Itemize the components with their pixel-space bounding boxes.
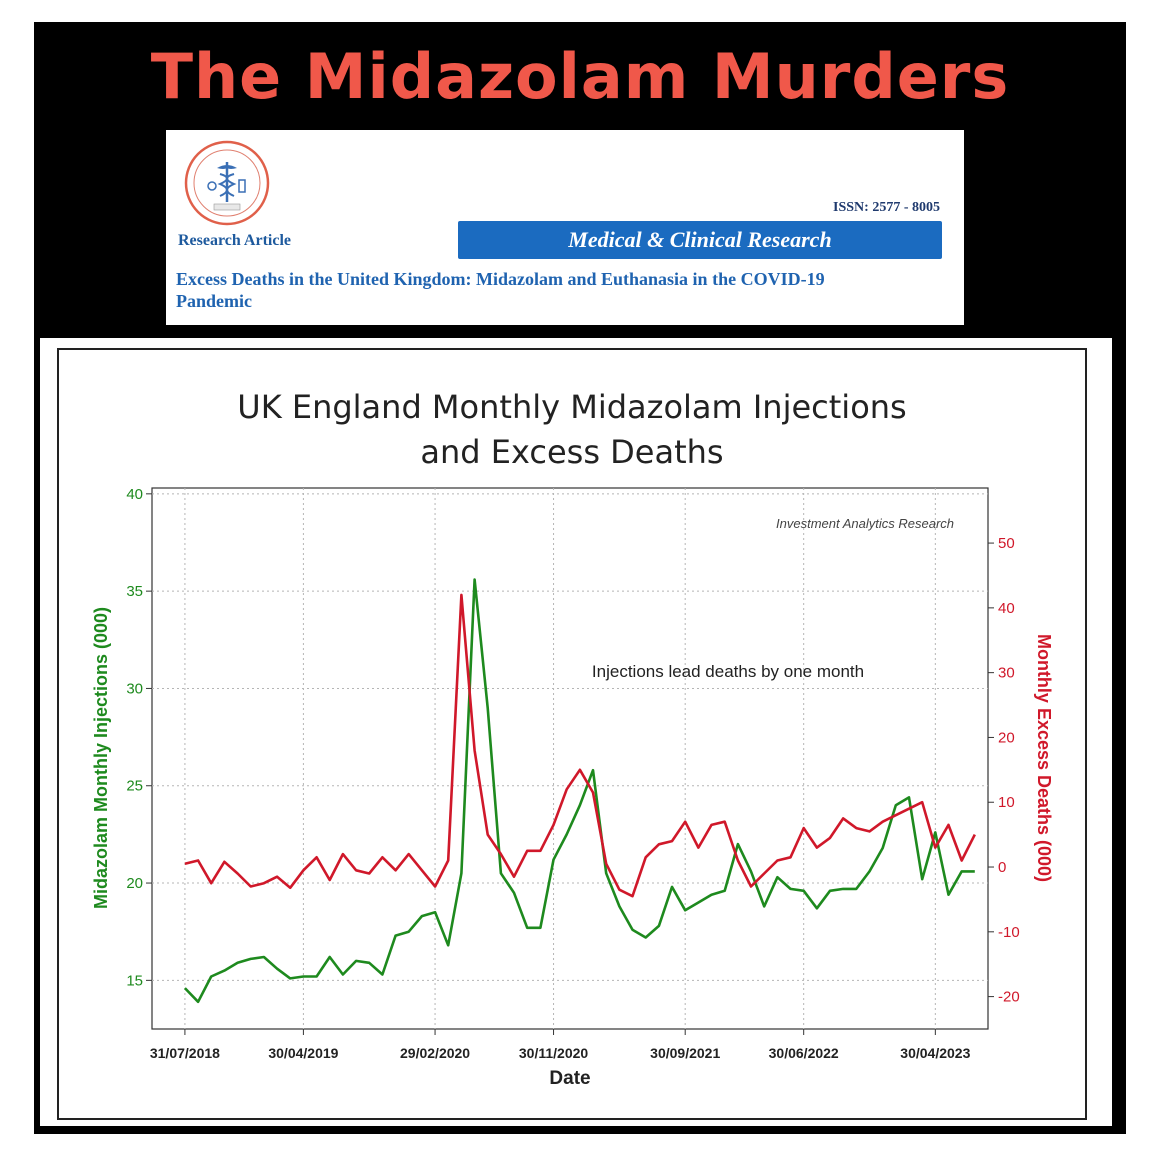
journal-banner: Medical & Clinical Research xyxy=(458,221,942,259)
chart-border xyxy=(57,348,1087,1120)
article-type-label: Research Article xyxy=(178,232,291,249)
series-lines xyxy=(183,578,976,1004)
x-tick-label: 30/09/2021 xyxy=(650,1045,720,1061)
y-axis-left-label: Midazolam Monthly Injections (000) xyxy=(91,607,111,909)
article-title-line-1: Excess Deaths in the United Kingdom: Mid… xyxy=(176,269,825,289)
article-title-line-2: Pandemic xyxy=(176,291,252,311)
x-tick-label: 31/07/2018 xyxy=(150,1045,220,1061)
x-tick-label: 30/06/2022 xyxy=(769,1045,839,1061)
y-left-tick-label: 20 xyxy=(126,875,143,892)
y-left-tick-label: 35 xyxy=(126,583,143,600)
axes: 31/07/2018 30/04/2019 29/02/2020 30/11/2020… xyxy=(126,486,1019,1061)
chart-annotation: Injections lead deaths by one month xyxy=(592,662,864,681)
y-right-tick-label: 20 xyxy=(998,729,1015,746)
chart-title-line-1: UK England Monthly Midazolam Injections xyxy=(237,388,906,426)
y-left-tick-label: 40 xyxy=(126,486,143,503)
grid-lines xyxy=(152,488,988,1029)
paper-header-card: Research Article ISSN: 2577 - 8005 Medic… xyxy=(166,130,964,325)
y-right-tick-label: -20 xyxy=(998,989,1020,1006)
y-left-tick-label: 30 xyxy=(126,680,143,697)
caduceus-seal-icon xyxy=(184,140,270,226)
y-right-tick-label: 40 xyxy=(998,600,1015,617)
y-right-tick-label: 30 xyxy=(998,665,1015,682)
x-tick-label: 29/02/2020 xyxy=(400,1045,470,1061)
x-axis-label: Date xyxy=(549,1068,590,1089)
issn-label: ISSN: 2577 - 8005 xyxy=(833,200,940,215)
y-axis-right-label: Monthly Excess Deaths (000) xyxy=(1034,634,1054,882)
x-tick-label: 30/04/2019 xyxy=(268,1045,338,1061)
headline: The Midazolam Murders xyxy=(150,39,1010,113)
x-tick-label: 30/11/2020 xyxy=(519,1045,589,1061)
y-left-tick-label: 15 xyxy=(126,972,143,989)
source-note: Investment Analytics Research xyxy=(776,516,954,531)
y-right-tick-label: 50 xyxy=(998,535,1015,552)
plot-area xyxy=(151,487,989,1030)
y-left-tick-label: 25 xyxy=(126,778,143,795)
excess-deaths-series-line xyxy=(184,593,976,898)
injections-series-line xyxy=(183,578,975,1004)
y-right-tick-label: 10 xyxy=(998,794,1015,811)
y-right-tick-label: -10 xyxy=(998,924,1020,941)
chart-title-line-2: and Excess Deaths xyxy=(420,433,723,471)
chart-panel xyxy=(40,338,1112,1126)
article-title: Excess Deaths in the United Kingdom: Mid… xyxy=(176,268,956,312)
x-tick-label: 30/04/2023 xyxy=(900,1045,970,1061)
y-right-tick-label: 0 xyxy=(998,859,1006,876)
